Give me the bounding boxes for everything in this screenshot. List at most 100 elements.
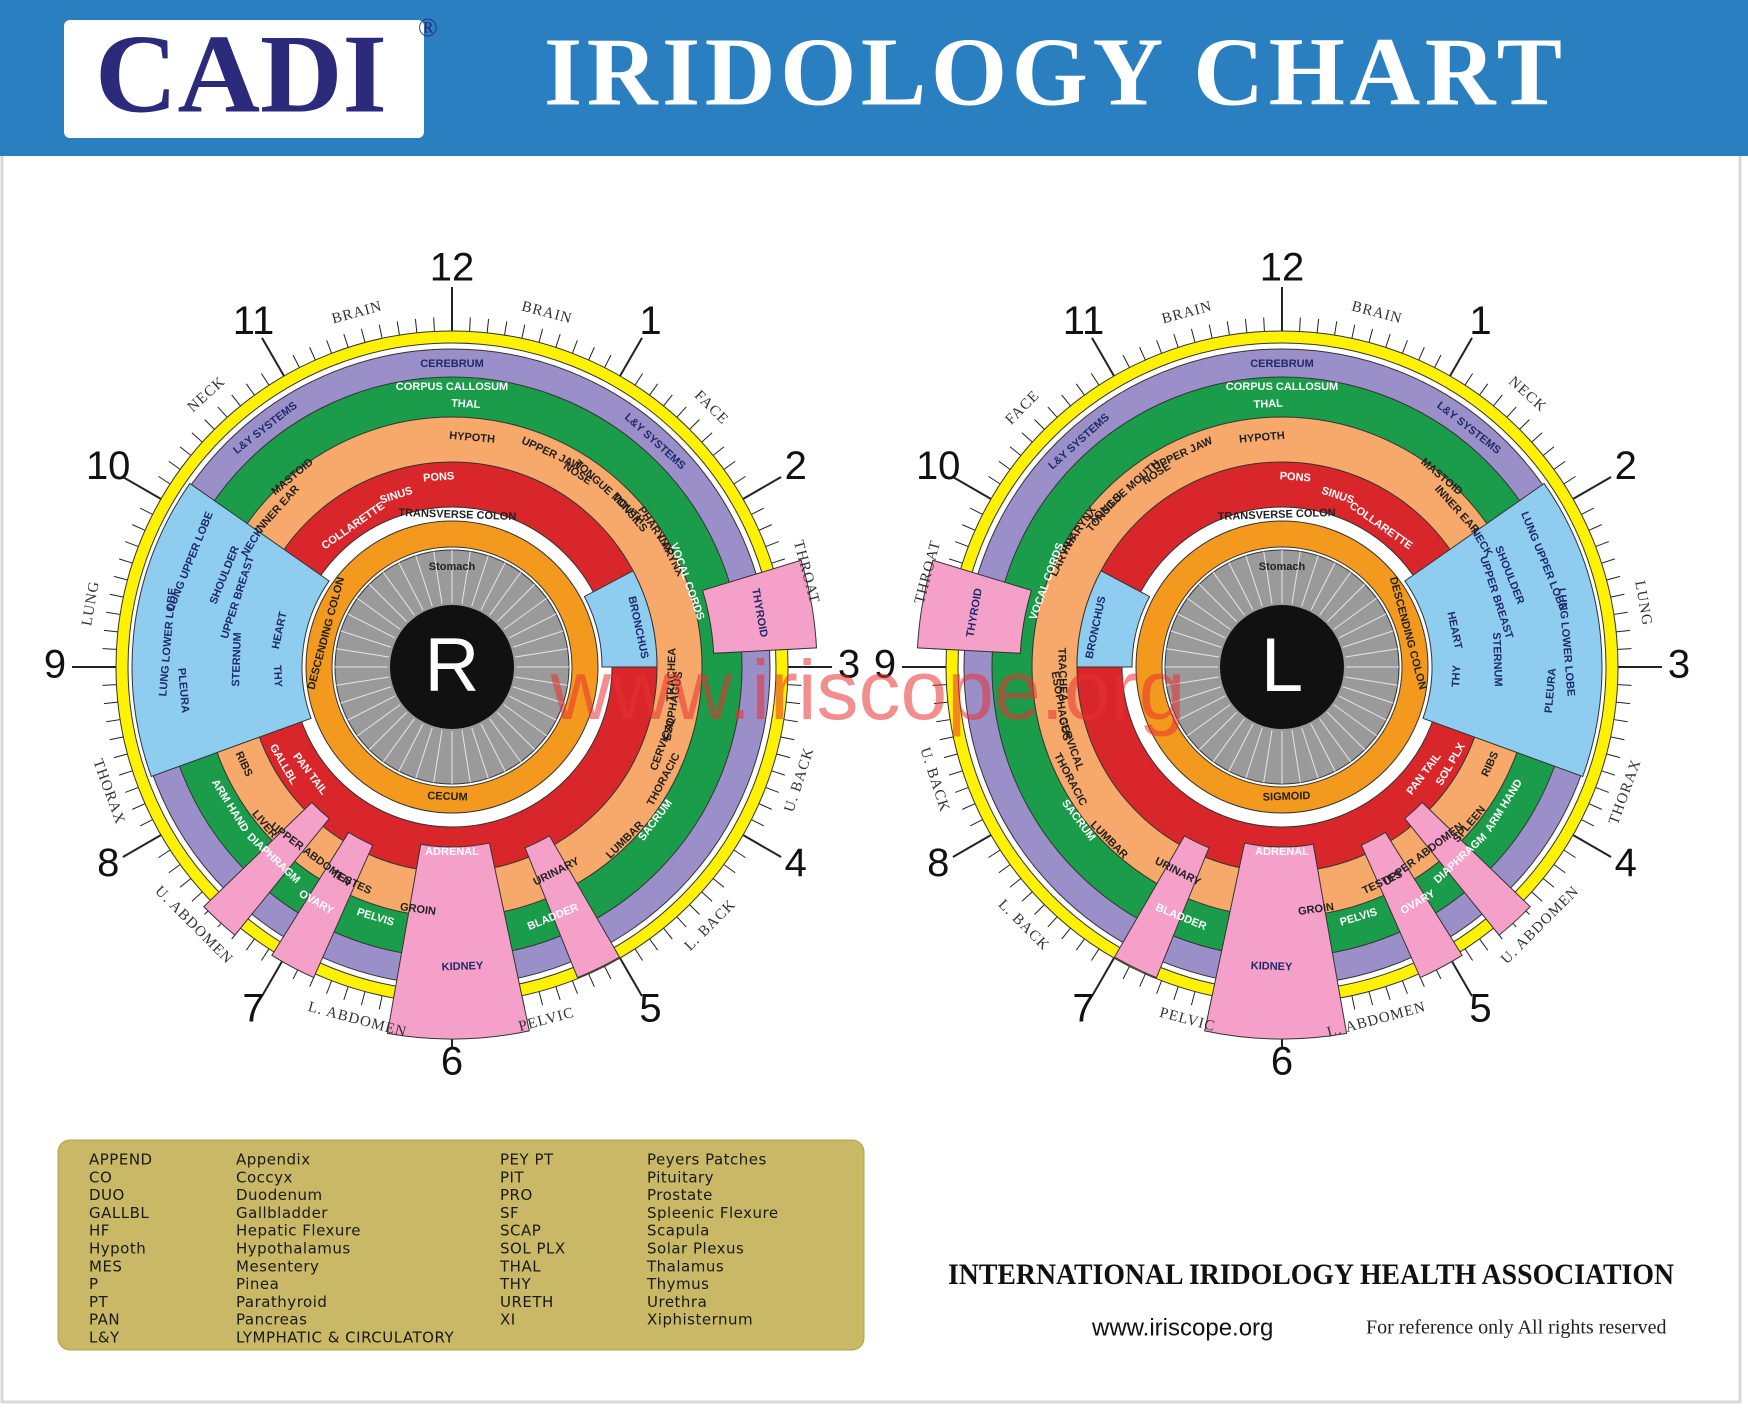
clock-tick [360,991,366,1006]
clock-tick [231,394,241,407]
legend-meaning: Prostate [647,1186,713,1204]
legend-abbr: APPEND [89,1151,153,1169]
iris-fiber [512,686,564,704]
clock-tick [1616,701,1631,705]
iris-fiber [1310,562,1336,611]
clock-tick [1021,432,1033,443]
iris-fiber [347,613,396,639]
clock-tick [588,973,595,987]
legend-meaning: Appendix [236,1151,311,1169]
clock-tick [689,419,700,430]
clock-tick [771,558,786,564]
clock-tick [1581,507,1595,515]
clock-tick [113,753,128,759]
clock-tick [113,575,128,581]
iris-fiber [1326,583,1366,623]
clock-tick [1581,819,1595,827]
clock-tick [118,770,133,776]
region-label: KIDNEY [441,960,484,973]
clock-tick [1531,891,1543,902]
clock-tick [132,803,146,810]
clock-tick [1351,995,1356,1010]
iris-fiber [461,730,471,783]
clock-tick [538,328,544,343]
logo: CADI [95,13,387,137]
clock-tick [118,558,133,564]
clock-tick [689,904,700,915]
clock-tick [125,541,139,548]
clock-tick [969,507,983,515]
legend-meaning: Pituitary [647,1168,714,1186]
clock-tick [378,324,383,339]
clock-tick [751,819,765,827]
clock-tick [343,986,349,1001]
clock-hour: 6 [441,1040,463,1084]
region-label: TRANSVERSE COLON [1218,507,1336,523]
iris-fiber [1228,723,1254,772]
iris-fiber [515,648,568,658]
legend-abbr: SCAP [500,1222,541,1240]
clock-tick [619,957,643,997]
iris-fiber [1338,695,1387,721]
clock-tick [433,317,435,332]
iris-fiber [1301,555,1319,607]
clock-tick [1418,347,1425,361]
clock-tick [191,432,203,443]
iris-fiber [1345,676,1398,686]
clock-tick [776,753,791,759]
clock-hour: 4 [1615,841,1637,885]
clock-tick [932,684,947,686]
iris-fiber [382,572,415,616]
clock-tick [378,995,383,1010]
clock-tick [1173,986,1179,1001]
clock-tick [571,340,578,354]
legend-meaning: Duodenum [236,1186,323,1204]
clock-tick [260,948,270,961]
clock-tick [261,957,285,997]
iris-fiber [480,562,506,611]
clock-tick [1190,991,1196,1006]
clock-tick [1122,966,1130,980]
clock-tick [998,864,1011,874]
legend-meaning: Thymus [646,1275,709,1293]
clock-tick [1613,611,1628,615]
clock-tick [309,347,316,361]
pupil-letter: L [1261,623,1303,708]
clock-tick [1385,333,1391,348]
region-label: GROIN [399,901,436,918]
clock-tick [1009,878,1022,888]
clock-tick [1553,460,1566,470]
region-label: PONS [423,470,455,484]
iris-fiber [340,686,392,704]
clock-tick [649,938,659,951]
clock-tick [634,948,644,961]
clock-tick [1563,849,1576,859]
clock-tick [1316,318,1320,333]
legend-meaning: LYMPHATIC & CIRCULATORY [236,1329,454,1347]
clock-tick [787,684,802,686]
clock-tick [733,475,746,485]
iris-fiber [415,727,433,779]
iris-fiber [1228,562,1254,611]
iris-fiber [1310,723,1336,772]
clock-tick [103,701,118,705]
clock-tick [1572,476,1612,500]
clock-tick [1588,803,1602,810]
legend-meaning: Mesentery [236,1257,319,1275]
clock-tick [1156,340,1163,354]
bronchus-sector [1076,570,1151,668]
iris-fiber [471,727,489,779]
clock-tick [1173,333,1179,348]
clock-tick [1563,475,1576,485]
legend-meaning: Peyers Patches [647,1151,767,1169]
clock-hour: 11 [233,299,275,343]
thyroid-tab [701,559,818,654]
clock-tick [1449,957,1473,997]
clock-tick [360,328,366,343]
iris-fiber [368,583,408,623]
clock-tick [1531,432,1543,443]
clock-tick [988,849,1001,859]
clock-tick [139,819,153,827]
